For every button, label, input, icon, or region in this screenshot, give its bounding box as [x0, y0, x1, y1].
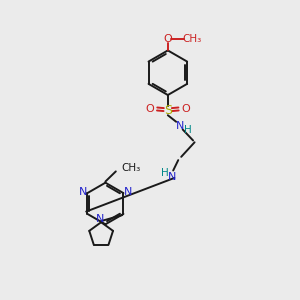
Text: O: O [145, 104, 154, 114]
Text: CH₃: CH₃ [183, 34, 202, 44]
Text: N: N [176, 121, 184, 131]
Text: H: H [161, 169, 169, 178]
Text: CH₃: CH₃ [122, 163, 141, 173]
Text: N: N [96, 214, 104, 224]
Text: O: O [182, 104, 190, 114]
Text: N: N [123, 187, 132, 197]
Text: H: H [184, 125, 191, 135]
Text: O: O [164, 34, 172, 44]
Text: S: S [164, 104, 172, 117]
Text: N: N [168, 172, 176, 182]
Text: N: N [79, 187, 87, 197]
